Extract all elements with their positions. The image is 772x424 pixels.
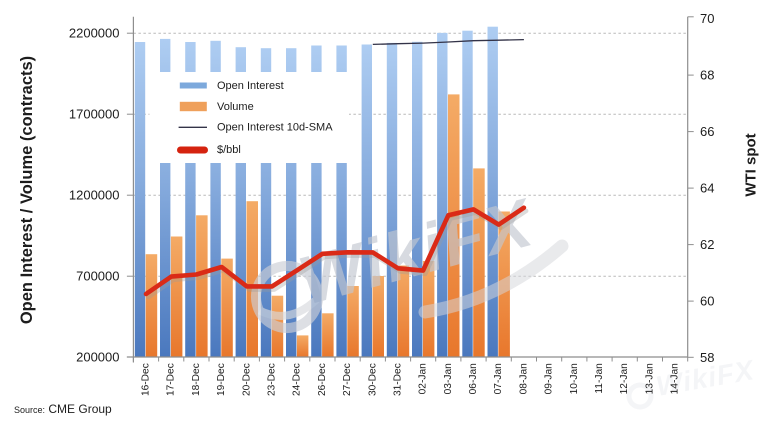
svg-text:07-Jan: 07-Jan <box>493 363 504 394</box>
svg-text:03-Jan: 03-Jan <box>443 363 454 394</box>
svg-text:Open Interest: Open Interest <box>217 80 284 92</box>
svg-text:2200000: 2200000 <box>69 26 120 41</box>
svg-text:24-Dec: 24-Dec <box>292 363 303 396</box>
svg-text:23-Dec: 23-Dec <box>267 363 278 396</box>
svg-text:Volume: Volume <box>217 101 254 113</box>
svg-text:68: 68 <box>700 68 714 83</box>
svg-text:11-Jan: 11-Jan <box>594 363 605 393</box>
svg-text:64: 64 <box>700 181 714 196</box>
svg-text:06-Jan: 06-Jan <box>468 363 479 394</box>
svg-text:08-Jan: 08-Jan <box>518 363 529 394</box>
svg-text:19-Dec: 19-Dec <box>216 363 227 396</box>
svg-text:16-Dec: 16-Dec <box>141 363 152 396</box>
svg-text:700000: 700000 <box>76 269 119 284</box>
svg-text:31-Dec: 31-Dec <box>393 363 404 396</box>
svg-text:18-Dec: 18-Dec <box>191 363 202 396</box>
svg-text:WTI spot: WTI spot <box>743 133 760 196</box>
svg-text:27-Dec: 27-Dec <box>342 363 353 396</box>
svg-text:200000: 200000 <box>76 350 119 365</box>
svg-text:13-Jan: 13-Jan <box>644 363 655 394</box>
svg-text:09-Jan: 09-Jan <box>544 363 555 394</box>
svg-text:30-Dec: 30-Dec <box>367 363 378 396</box>
svg-text:1200000: 1200000 <box>69 188 120 203</box>
svg-text:60: 60 <box>700 294 714 309</box>
svg-text:02-Jan: 02-Jan <box>418 363 429 394</box>
svg-text:17-Dec: 17-Dec <box>166 363 177 396</box>
svg-text:20-Dec: 20-Dec <box>241 363 252 396</box>
svg-text:1700000: 1700000 <box>69 107 120 122</box>
svg-text:66: 66 <box>700 124 714 139</box>
svg-text:58: 58 <box>700 350 714 365</box>
svg-text:14-Jan: 14-Jan <box>670 363 681 394</box>
svg-text:Source: CME Group: Source: CME Group <box>14 402 112 416</box>
svg-text:12-Jan: 12-Jan <box>619 363 630 394</box>
svg-text:62: 62 <box>700 237 714 252</box>
svg-text:26-Dec: 26-Dec <box>317 363 328 396</box>
svg-text:10-Jan: 10-Jan <box>569 363 580 394</box>
svg-text:$/bbl: $/bbl <box>217 144 241 156</box>
svg-text:Open Interest / Volume (contra: Open Interest / Volume (contracts) <box>18 56 36 324</box>
svg-text:70: 70 <box>700 11 714 26</box>
svg-text:Open Interest 10d-SMA: Open Interest 10d-SMA <box>217 122 333 134</box>
